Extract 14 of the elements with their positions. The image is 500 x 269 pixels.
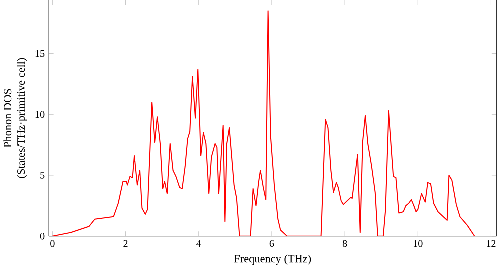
x-tick-label: 4: [196, 240, 202, 248]
x-tick-label: 10: [414, 240, 423, 248]
x-tick-label: 2: [124, 240, 128, 248]
y-tick-label: 15: [36, 50, 45, 58]
x-tick-label: 6: [270, 240, 274, 248]
x-tick-label: 0: [50, 240, 55, 248]
y-tick-label: 0: [40, 233, 45, 240]
line-series: [52, 10, 476, 237]
y-tick-label: 5: [40, 172, 45, 180]
x-tick-label: 12: [487, 240, 496, 248]
x-tick-label: 8: [342, 240, 348, 248]
y-axis-title: Phonon DOS (States/THz·primitive cell): [4, 58, 28, 178]
y-tick-label: 10: [36, 111, 45, 118]
x-axis-title: Frequency (THz): [234, 254, 312, 266]
